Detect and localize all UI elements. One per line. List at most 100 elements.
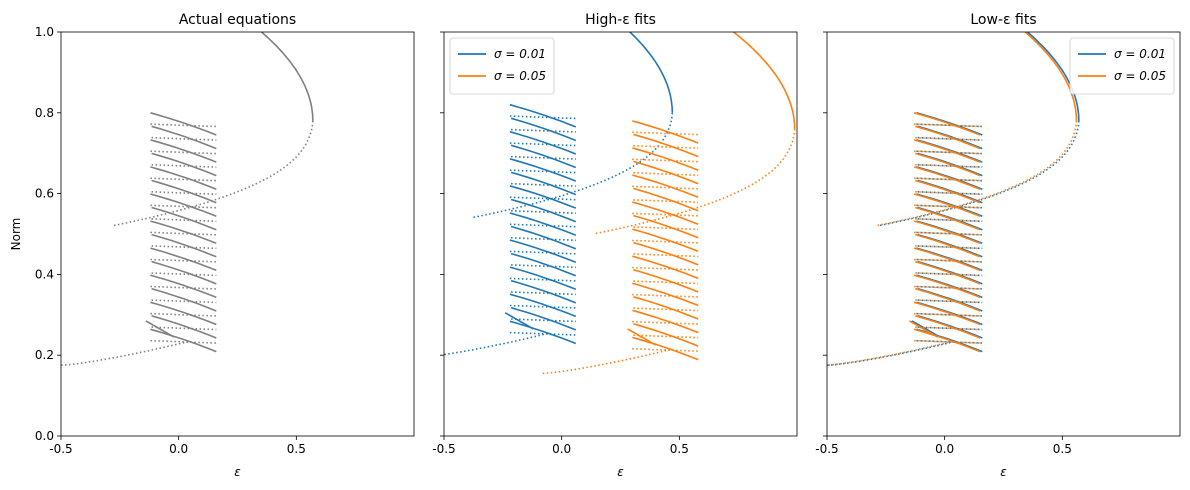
y-tick-label: 0.0 <box>35 429 54 443</box>
series-1-ladder-dotted-8 <box>632 239 699 244</box>
series-0-ladder-solid-10 <box>150 247 217 272</box>
series-0-ladder-dotted-7 <box>917 218 983 223</box>
series-0-ladder-dotted-12 <box>150 285 217 290</box>
plot-area <box>444 32 796 375</box>
series-1-ladder-solid-5 <box>633 187 699 212</box>
series-0-ladder-solid-7 <box>510 198 577 223</box>
series-0-upper-branch <box>629 32 674 113</box>
series-1-ladder-solid-11 <box>633 269 699 293</box>
series-0-ladder-solid-11 <box>151 260 217 285</box>
series-0-ladder-solid-4 <box>150 166 217 190</box>
series-1-ladder-dotted-9 <box>915 245 981 250</box>
axes-frame <box>826 31 1181 437</box>
x-tick-label: -0.5 <box>815 442 838 456</box>
series-0-ladder-solid-15 <box>510 306 577 331</box>
series-0-ladder-dotted-14 <box>509 304 576 309</box>
series-1-ladder-solid-12 <box>913 274 981 299</box>
series-0-ladder-solid-1 <box>151 125 217 150</box>
series-0-ladder-solid-9 <box>510 225 577 250</box>
series-0-ladder-solid-5 <box>151 179 217 204</box>
series-0-ladder-solid-5 <box>510 171 577 196</box>
series-1-ladder-dotted-4 <box>914 177 981 182</box>
series-0-ladder-solid-3 <box>151 152 217 177</box>
series-0-lower-solid <box>911 320 941 338</box>
series-0-ladder-dotted-4 <box>509 169 576 174</box>
series-1-ladder-dotted-2 <box>914 150 981 155</box>
series-1-ladder-dotted-1 <box>915 136 981 141</box>
series-1-ladder-solid-7 <box>915 206 981 231</box>
series-1-ladder-solid-7 <box>633 214 699 239</box>
series-0-ladder-dotted-13 <box>917 299 983 304</box>
series-0-ladder-dotted-5 <box>917 191 983 195</box>
x-tick-label: 0.5 <box>670 442 689 456</box>
series-0-ladder-solid-4 <box>509 158 577 182</box>
series-0-ladder-dotted-7 <box>151 218 217 223</box>
series-1-ladder-dotted-15 <box>633 334 699 339</box>
axes-frame <box>443 31 798 437</box>
series-0-ladder-dotted-10 <box>509 250 576 255</box>
series-1-ladder-dotted-13 <box>915 299 981 304</box>
y-tick-label: 0.2 <box>35 348 54 362</box>
series-1-ladder-solid-8 <box>913 220 981 245</box>
series-0-ladder-dotted-11 <box>917 272 983 277</box>
series-0-ladder-solid-16 <box>150 328 217 353</box>
legend-box <box>449 37 555 95</box>
plot-area <box>827 32 1080 367</box>
series-1-ladder-solid-14 <box>632 309 699 334</box>
series-0-ladder-dotted-11 <box>511 264 576 269</box>
legend-label: σ = 0.05 <box>1114 69 1166 83</box>
series-0-ladder-solid-8 <box>509 212 577 236</box>
series-1-ladder-solid-14 <box>913 301 981 326</box>
series-1-ladder-dotted-11 <box>915 272 981 277</box>
series-0-ladder-dotted-3 <box>511 155 576 160</box>
series-1-ladder-solid-16 <box>913 328 981 353</box>
series-0-ladder-solid-3 <box>510 144 577 169</box>
series-1-ladder-dotted-3 <box>633 172 699 176</box>
x-tick-label: -0.5 <box>432 442 455 456</box>
x-axis-label: ε <box>234 465 241 479</box>
series-0-ladder-solid-9 <box>151 233 217 258</box>
series-1-lower-solid <box>909 320 939 338</box>
y-tick-label: 0.6 <box>35 187 54 201</box>
series-1-ladder-solid-2 <box>632 147 699 171</box>
series-0-ladder-dotted-1 <box>151 136 217 141</box>
panel-3: -0.5 0.0 0.5 Low-ε fits ε σ = 0.01 σ = 0.05 <box>815 12 1181 479</box>
series-0-ladder-dotted-3 <box>917 163 983 168</box>
series-1-ladder-solid-9 <box>633 241 699 266</box>
series-1-ladder-solid-6 <box>913 193 981 217</box>
series-1-ladder-dotted-13 <box>633 307 699 312</box>
series-1-ladder-solid-4 <box>632 174 699 198</box>
series-1-ladder-dotted-9 <box>633 253 699 258</box>
series-1-ladder-solid-11 <box>915 260 981 285</box>
series-1-ladder-solid-15 <box>633 323 699 347</box>
series-0-ladder-solid-6 <box>509 185 577 209</box>
series-1-upper-branch <box>1024 32 1078 121</box>
series-0-ladder-dotted-14 <box>150 312 217 317</box>
series-1-ladder-dotted-14 <box>632 320 699 325</box>
series-1-ladder-dotted-1 <box>633 144 699 149</box>
series-1-ladder-solid-15 <box>915 315 981 339</box>
series-1-ladder-dotted-14 <box>914 312 981 317</box>
y-tick-label: 0.8 <box>35 106 54 120</box>
series-0-ladder-dotted-0 <box>916 123 983 128</box>
series-1-ladder-solid-16 <box>632 336 699 361</box>
series-0-ladder-dotted-6 <box>150 204 217 209</box>
series-0-ladder-solid-10 <box>509 239 577 264</box>
series-1-ladder-dotted-0 <box>632 131 699 136</box>
series-0-lower-solid <box>504 312 534 330</box>
series-0-ladder-dotted-14 <box>916 312 983 317</box>
x-tick-label: 0.0 <box>935 442 954 456</box>
series-0-ladder-solid-8 <box>150 220 217 245</box>
series-0-ladder-dotted-0 <box>150 123 217 128</box>
series-0-lower-tail <box>61 340 191 367</box>
y-tick-label: 0.4 <box>35 267 54 281</box>
panel-2: -0.5 0.0 0.5 High-ε fits ε σ = 0.01 σ = 0.05 <box>432 12 798 479</box>
series-0-ladder-solid-6 <box>150 193 217 217</box>
series-1-ladder-dotted-11 <box>633 280 699 285</box>
series-0-ladder-solid-2 <box>509 131 577 155</box>
series-1-ladder-solid-10 <box>913 247 981 272</box>
series-1-ladder-solid-0 <box>632 120 699 144</box>
series-0-ladder-dotted-11 <box>151 272 217 277</box>
series-0-ladder-dotted-4 <box>150 177 217 182</box>
